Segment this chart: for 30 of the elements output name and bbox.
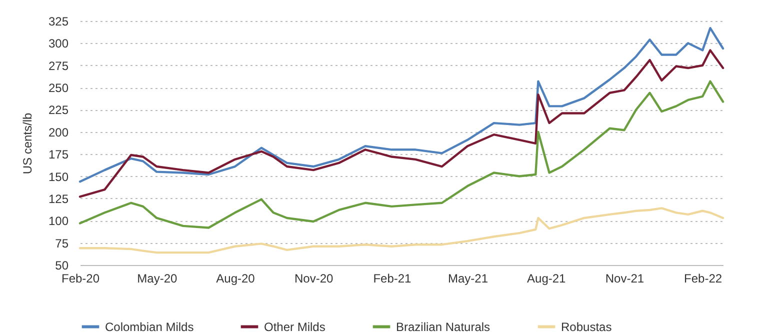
legend-label: Robustas	[561, 320, 612, 334]
y-tick-label: 150	[48, 170, 69, 184]
y-tick-label: 300	[48, 36, 69, 51]
y-tick-label: 100	[48, 214, 69, 228]
legend-label: Other Milds	[264, 320, 326, 334]
y-tick-label: 75	[55, 236, 69, 250]
x-tick-label: Feb-22	[684, 272, 722, 286]
x-tick-label: Feb-20	[61, 272, 100, 286]
x-tick-label: Nov-21	[605, 272, 644, 286]
y-tick-label: 200	[48, 125, 69, 140]
y-tick-label: 325	[48, 14, 69, 28]
x-tick-label: May-21	[448, 272, 488, 286]
y-tick-label: 125	[48, 192, 69, 206]
y-tick-label: 250	[48, 81, 69, 96]
legend-label: Colombian Milds	[105, 320, 194, 334]
line-series	[78, 27, 724, 183]
x-tick-label: Aug-20	[216, 272, 256, 286]
line-series	[78, 207, 724, 254]
y-tick-label: 175	[48, 148, 69, 162]
x-tick-label: Nov-20	[294, 272, 334, 286]
y-tick-label: 225	[48, 103, 69, 118]
legend-label: Brazilian Naturals	[396, 320, 490, 334]
y-tick-label: 275	[48, 58, 69, 73]
y-axis-title: US cents/lb	[20, 112, 34, 174]
line-series	[78, 80, 724, 229]
x-tick-label: Feb-21	[373, 272, 412, 286]
y-tick-label: 50	[55, 258, 69, 272]
x-tick-label: Aug-21	[527, 272, 566, 286]
x-tick-label: May-20	[137, 272, 178, 286]
line-series	[78, 49, 724, 198]
